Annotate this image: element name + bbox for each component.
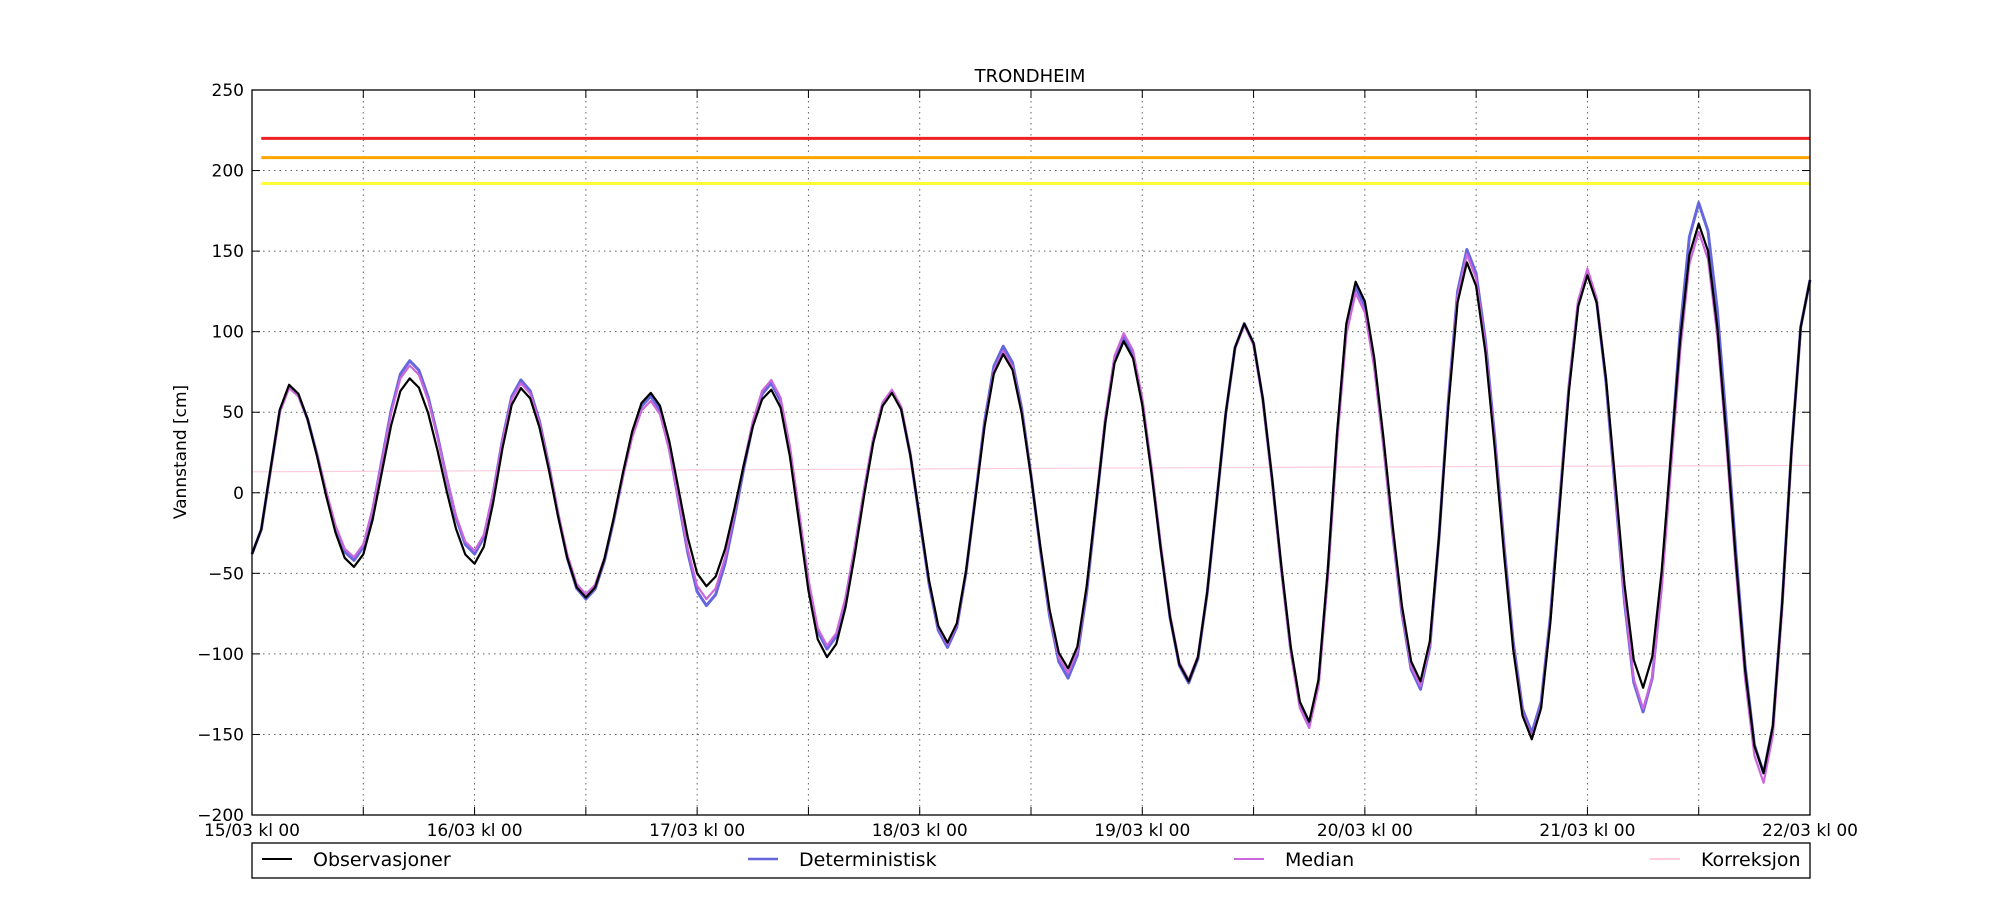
y-tick-label: −100 [197,645,244,665]
legend-frame [251,842,1811,879]
x-tick-label: 22/03 kl 00 [1762,821,1858,841]
legend-label: Observasjoner [313,849,451,871]
series-line-observed [250,222,1812,775]
y-tick-label: 150 [212,242,244,262]
legend-label: Deterministisk [799,849,937,871]
y-tick-label: 200 [212,162,244,182]
y-tick-label: 100 [212,323,244,343]
grid [251,89,1811,816]
x-tick-label: 17/03 kl 00 [649,821,745,841]
x-tick-label: 20/03 kl 00 [1317,821,1413,841]
y-tick-label: 50 [222,403,244,423]
x-tick-label: 18/03 kl 00 [872,821,968,841]
legend: Observasjoner Deterministisk Median Korreks… [251,842,1811,879]
chart-title: TRONDHEIM [974,66,1086,87]
y-axis-label: Vannstand [cm] [171,385,191,519]
threshold-lines [261,136,1810,185]
y-tick-label: 250 [212,81,244,101]
legend-label: Median [1285,849,1354,871]
legend-label: Korreksjon [1701,849,1801,871]
series-lines [250,201,1812,784]
x-tick-label: 19/03 kl 00 [1094,821,1190,841]
y-tick-label: −200 [197,806,244,826]
y-tick-label: −150 [197,725,244,745]
y-tick-label: 0 [233,484,244,504]
y-tick-label: −50 [208,564,244,584]
x-tick-label: 16/03 kl 00 [427,821,523,841]
x-tick-label: 15/03 kl 00 [204,821,300,841]
x-tick-label: 21/03 kl 00 [1539,821,1635,841]
